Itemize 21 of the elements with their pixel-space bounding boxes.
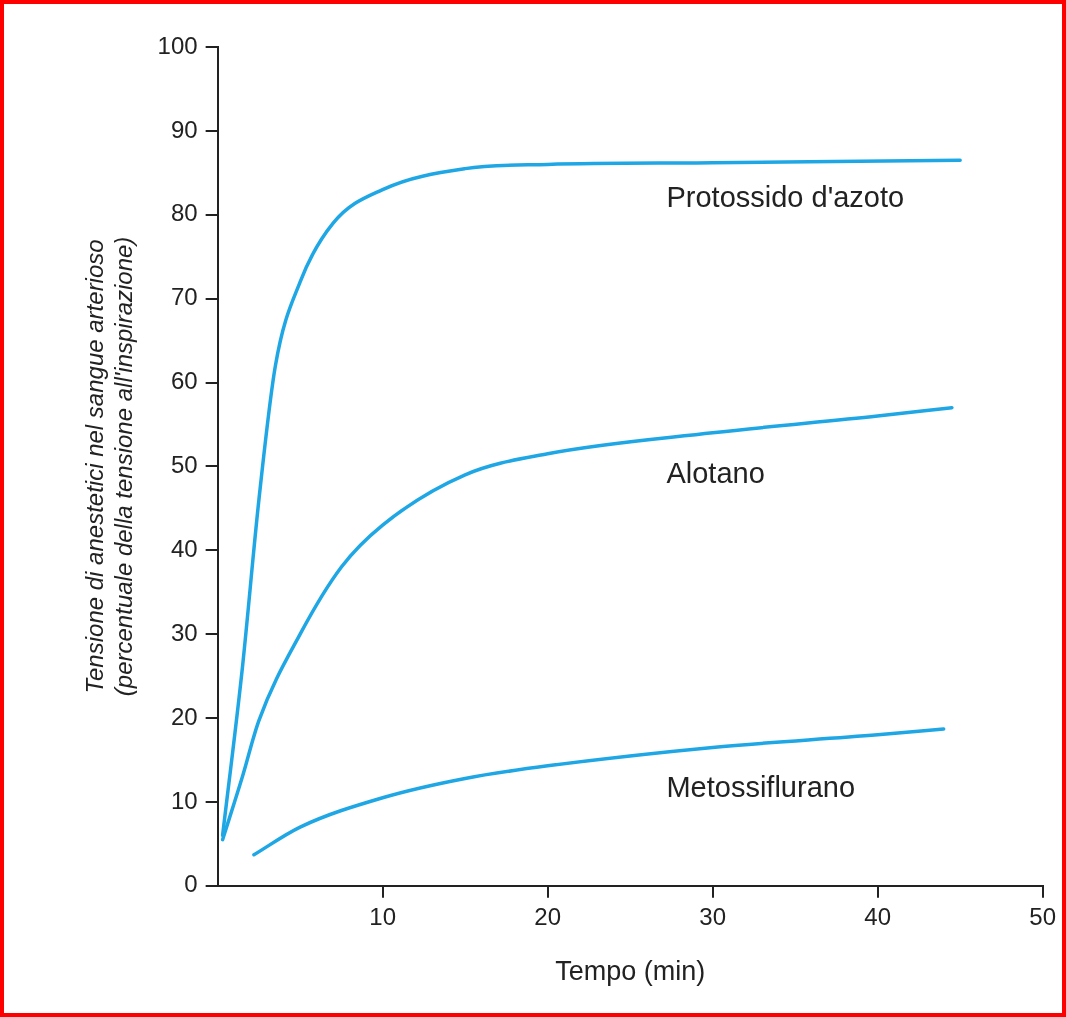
- y-tick-label: 20: [170, 702, 198, 730]
- y-tick-label: 70: [170, 283, 198, 311]
- y-tick-label: 100: [157, 31, 198, 59]
- x-tick-label: 40: [864, 902, 891, 930]
- series-label: Alotano: [666, 456, 765, 489]
- y-tick-label: 10: [170, 786, 198, 814]
- y-tick-label: 90: [170, 115, 198, 143]
- y-tick-label: 60: [170, 367, 198, 395]
- series-label: Metossiflurano: [666, 770, 856, 803]
- x-axis-title: Tempo (min): [555, 956, 706, 987]
- y-tick-label: 0: [184, 870, 198, 898]
- x-tick-label: 20: [534, 902, 561, 930]
- y-tick-label: 50: [170, 451, 198, 479]
- y-tick-label: 30: [170, 618, 198, 646]
- y-tick-label: 40: [170, 534, 198, 562]
- x-tick-label: 30: [699, 902, 726, 930]
- x-tick-label: 10: [369, 902, 396, 930]
- x-tick-label: 50: [1029, 902, 1056, 930]
- y-axis-title: Tensione di anestetici nel sangue arterioso (percentuale della tensione all'inspirazione): [81, 236, 137, 697]
- series-label: Protossido d'azoto: [666, 181, 905, 214]
- y-tick-label: 80: [170, 199, 198, 227]
